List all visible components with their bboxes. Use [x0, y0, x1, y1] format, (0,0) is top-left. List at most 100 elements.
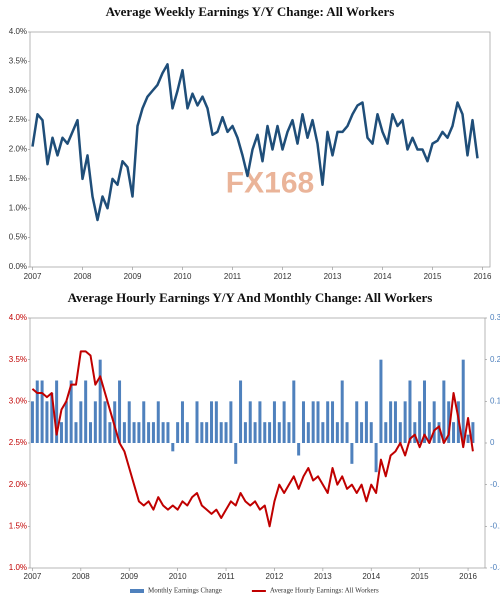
- bar: [224, 422, 228, 443]
- y-tick-label: 0.5%: [9, 233, 27, 242]
- bar: [350, 443, 354, 464]
- y-tick-label: 3.5%: [9, 355, 27, 364]
- bar: [379, 359, 383, 443]
- bar: [185, 422, 189, 443]
- bar: [447, 401, 451, 443]
- y-tick-label: 1.5%: [9, 521, 27, 530]
- y-tick-label: 4.0%: [9, 313, 27, 322]
- bar: [292, 380, 296, 443]
- bar: [93, 401, 97, 443]
- bar: [118, 380, 122, 443]
- bar: [311, 401, 315, 443]
- y-tick-label: 2.5%: [9, 115, 27, 124]
- x-tick-label: 2015: [424, 272, 442, 281]
- bar: [84, 380, 88, 443]
- bar: [210, 401, 214, 443]
- y-tick-label: 1.0%: [9, 563, 27, 572]
- bar: [471, 422, 475, 443]
- bar: [74, 422, 78, 443]
- y-tick-label: 4.0%: [9, 27, 27, 36]
- bar: [40, 380, 44, 443]
- y-tick-label: 2.5%: [9, 438, 27, 447]
- bar: [69, 380, 73, 443]
- data-line: [31, 350, 474, 528]
- bar: [171, 443, 175, 452]
- x-tick-label: 2014: [374, 272, 392, 281]
- y-tick-label: 3.0%: [9, 396, 27, 405]
- x-tick-label: 2009: [120, 572, 138, 581]
- bar: [384, 422, 388, 443]
- bar: [243, 422, 247, 443]
- x-tick-label: 2013: [324, 272, 342, 281]
- legend-label: Monthly Earnings Change: [148, 587, 222, 595]
- bar: [340, 380, 344, 443]
- bar: [195, 401, 199, 443]
- bar: [147, 422, 151, 443]
- y-tick-label: 3.5%: [9, 56, 27, 65]
- y2-tick-label: 0.2: [490, 355, 500, 364]
- bar: [234, 443, 238, 464]
- bar: [59, 422, 63, 443]
- y-tick-label: 0.0%: [9, 262, 27, 271]
- bar: [326, 401, 330, 443]
- bar: [268, 422, 272, 443]
- x-tick-label: 2016: [459, 572, 477, 581]
- y-tick-label: 2.0%: [9, 480, 27, 489]
- chart-title: Average Weekly Earnings Y/Y Change: All …: [106, 4, 395, 19]
- bar: [50, 393, 54, 443]
- bar: [263, 422, 267, 443]
- bar: [442, 380, 446, 443]
- bar: [151, 422, 155, 443]
- y2-tick-label: 0.1: [490, 396, 500, 405]
- legend-label: Average Hourly Earnings: All Workers: [270, 587, 379, 595]
- bar: [180, 401, 184, 443]
- bar: [427, 422, 431, 443]
- bar: [132, 422, 136, 443]
- bar: [79, 401, 83, 443]
- bar: [389, 401, 393, 443]
- y-tick-label: 1.5%: [9, 174, 27, 183]
- bar: [321, 422, 325, 443]
- y2-tick-label: -0.2: [490, 521, 500, 530]
- x-tick-label: 2010: [169, 572, 187, 581]
- bar: [89, 422, 93, 443]
- y-tick-label: 2.0%: [9, 145, 27, 154]
- bar: [374, 443, 378, 473]
- bar: [161, 422, 165, 443]
- y-tick-label: 3.0%: [9, 86, 27, 95]
- x-tick-label: 2008: [72, 572, 90, 581]
- y2-tick-label: -0.3: [490, 563, 500, 572]
- bar: [137, 422, 141, 443]
- bar: [437, 422, 441, 443]
- x-tick-label: 2010: [174, 272, 192, 281]
- bar: [360, 422, 364, 443]
- bar: [335, 422, 339, 443]
- bar: [345, 422, 349, 443]
- bar: [166, 422, 170, 443]
- bar: [418, 401, 422, 443]
- bar: [364, 401, 368, 443]
- bar: [103, 401, 107, 443]
- bar: [287, 422, 291, 443]
- bar: [316, 401, 320, 443]
- x-tick-label: 2011: [224, 272, 242, 281]
- bar: [393, 401, 397, 443]
- data-line: [31, 63, 479, 222]
- x-tick-label: 2007: [24, 572, 42, 581]
- bar: [466, 434, 470, 443]
- bar: [277, 422, 281, 443]
- bar: [98, 359, 102, 443]
- bar: [142, 401, 146, 443]
- bar: [108, 422, 112, 443]
- bar: [219, 422, 223, 443]
- bar: [205, 422, 209, 443]
- y2-tick-label: 0: [490, 438, 495, 447]
- bar: [30, 401, 34, 443]
- bar: [55, 380, 59, 443]
- bar: [452, 422, 456, 443]
- watermark: FX168: [226, 166, 314, 199]
- x-tick-label: 2009: [124, 272, 142, 281]
- bar: [331, 401, 335, 443]
